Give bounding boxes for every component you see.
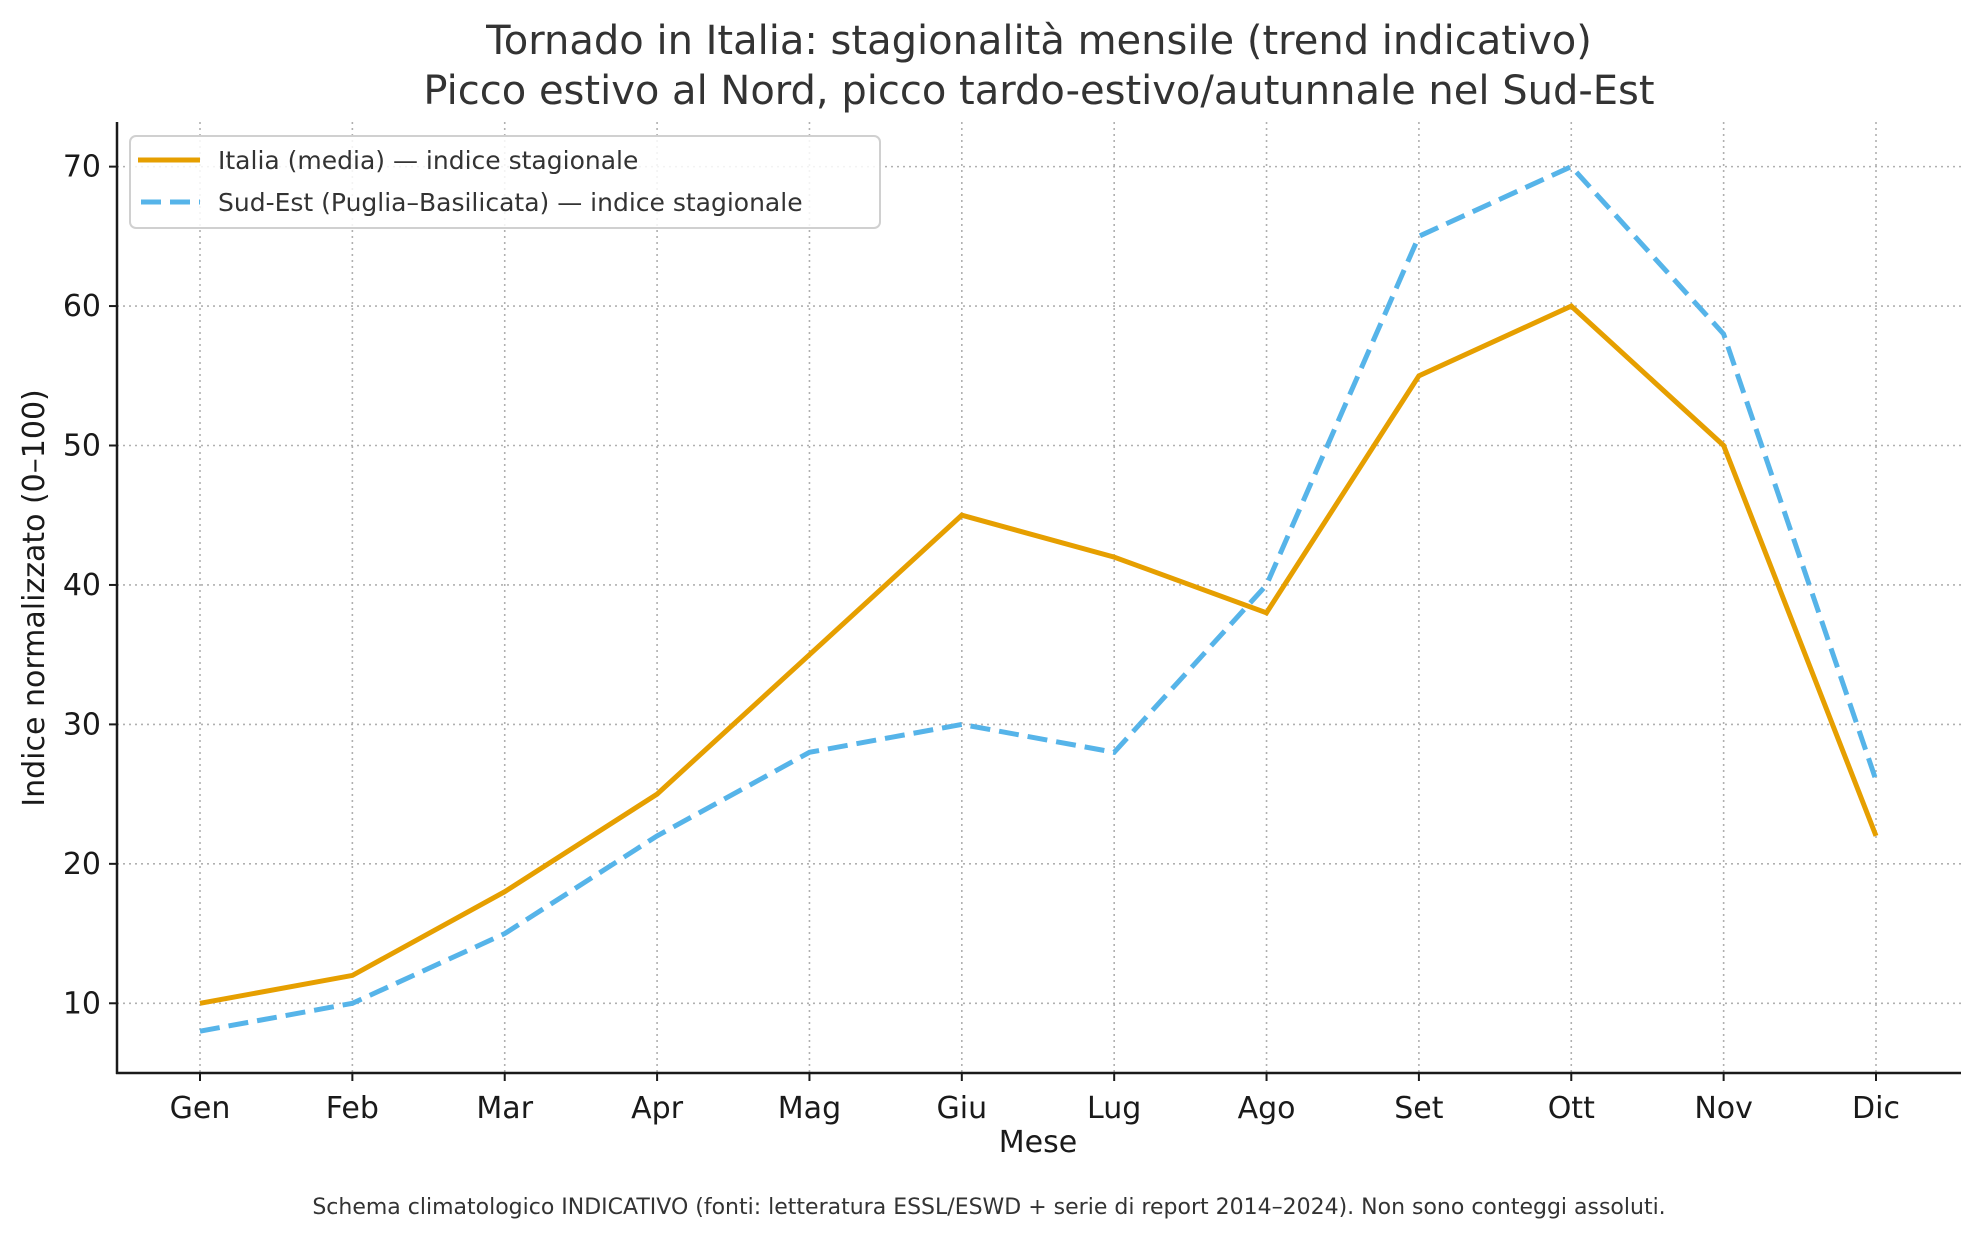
x-tick-label: Ago: [1238, 1091, 1296, 1126]
x-ticks: Gen Feb Mar Apr Mag Giu Lug Ago Set Ott Nov Dic: [170, 1073, 1900, 1126]
y-tick-label: 50: [63, 429, 101, 464]
x-tick-label: Nov: [1694, 1091, 1753, 1126]
y-tick-label: 20: [63, 847, 101, 882]
series-line-sud-est: [199, 163, 1879, 1034]
series-line-italia: [199, 303, 1879, 1006]
y-tick-label: 30: [63, 707, 101, 742]
x-axis-label: Mese: [999, 1125, 1077, 1160]
x-tick-label: Apr: [631, 1091, 684, 1126]
x-tick-label: Feb: [326, 1091, 379, 1126]
x-tick-label: Giu: [937, 1091, 988, 1126]
x-tick-label: Set: [1394, 1091, 1444, 1126]
chart-subtitle: Picco estivo al Nord, picco tardo-estivo…: [423, 68, 1654, 114]
y-tick-label: 10: [63, 986, 101, 1021]
chart-title: Tornado in Italia: stagionalità mensile …: [485, 18, 1592, 64]
y-tick-label: 70: [63, 150, 101, 185]
legend-label-sud-est: Sud-Est (Puglia–Basilicata) — indice sta…: [218, 188, 803, 217]
x-tick-label: Dic: [1852, 1091, 1900, 1126]
legend-label-italia: Italia (media) — indice stagionale: [218, 146, 638, 175]
y-tick-label: 40: [63, 568, 101, 603]
x-tick-label: Ott: [1548, 1091, 1595, 1126]
footnote: Schema climatologico INDICATIVO (fonti: …: [312, 1195, 1665, 1220]
y-tick-label: 60: [63, 289, 101, 324]
x-tick-label: Gen: [170, 1091, 231, 1126]
grid: [117, 122, 1961, 1073]
x-tick-label: Mar: [476, 1091, 533, 1126]
y-axis-label: Indice normalizzato (0–100): [17, 389, 52, 806]
x-tick-label: Mag: [778, 1091, 841, 1126]
legend: Italia (media) — indice stagionale Sud-E…: [129, 135, 881, 229]
legend-box: [129, 135, 881, 229]
y-ticks: 10 20 30 40 50 60 70: [63, 150, 117, 1021]
axes-spines: [115, 122, 1961, 1075]
series-layer: [199, 163, 1879, 1034]
x-tick-label: Lug: [1087, 1091, 1141, 1126]
